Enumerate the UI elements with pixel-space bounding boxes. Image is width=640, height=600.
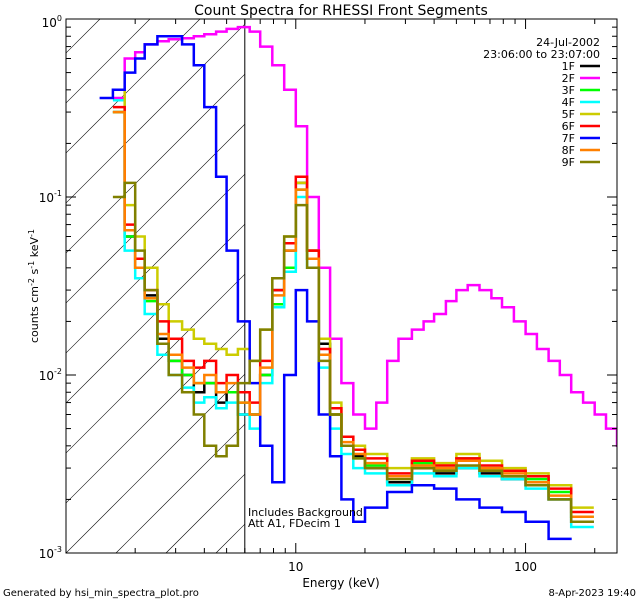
x-tick-label: 10	[288, 560, 303, 574]
x-tick-label: 100	[514, 560, 537, 574]
hatch-line	[66, 373, 245, 553]
footer-generated-by: Generated by hsi_min_spectra_plot.pro	[3, 588, 199, 599]
legend-label-6f: 6F	[562, 120, 575, 133]
y-tick-label: 10-1	[39, 189, 62, 205]
x-axis-tick-labels: 10 100	[288, 560, 537, 574]
annotation-attenuator: Att A1, FDecim 1	[248, 517, 341, 530]
footer-timestamp: 8-Apr-2023 19:40	[549, 588, 636, 599]
hatch-line	[66, 223, 245, 404]
legend-label-4f: 4F	[562, 96, 575, 109]
legend-label-8f: 8F	[562, 144, 575, 157]
legend-label-2f: 2F	[562, 72, 575, 85]
chart-title: Count Spectra for RHESSI Front Segments	[194, 3, 488, 19]
hatch-line	[66, 123, 245, 304]
annotation-background: Includes Background	[248, 506, 363, 519]
series-line-9f	[112, 181, 594, 523]
legend-label-5f: 5F	[562, 108, 575, 121]
hatch-line	[66, 173, 245, 354]
y-axis-tick-labels: 100 10-1 10-2 10-3	[39, 14, 62, 561]
y-tick-label: 100	[42, 14, 62, 30]
series-line-7f	[99, 34, 572, 541]
observation-time-range: 23:06:00 to 23:07:00	[483, 48, 600, 61]
series-lines	[99, 25, 617, 541]
hatch-line	[66, 19, 201, 154]
hatch-line	[66, 19, 151, 104]
x-axis-ticks	[65, 19, 596, 553]
y-axis-label: counts cm-2 s-1 keV-1	[27, 229, 42, 343]
hatch-line	[66, 23, 245, 204]
hatch-line	[66, 323, 245, 504]
observation-date: 24-Jul-2002	[536, 36, 600, 49]
plot-frame	[65, 18, 618, 554]
series-line-2f	[112, 25, 617, 448]
legend-label-9f: 9F	[562, 156, 575, 169]
y-tick-label: 10-2	[39, 367, 62, 383]
legend-label-1f: 1F	[562, 60, 575, 73]
x-axis-label: Energy (keV)	[302, 576, 379, 590]
legend-label-7f: 7F	[562, 132, 575, 145]
y-axis-ticks	[66, 18, 617, 554]
y-tick-label: 10-3	[39, 545, 62, 561]
legend-label-3f: 3F	[562, 84, 575, 97]
